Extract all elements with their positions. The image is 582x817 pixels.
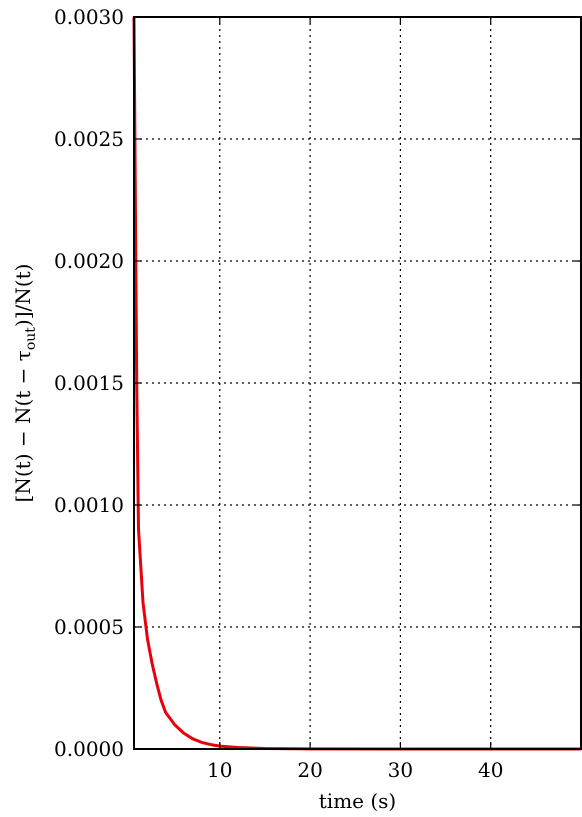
y-tick-label: 0.0020: [54, 249, 124, 273]
x-tick-label: 10: [207, 758, 232, 782]
y-tick-label: 0.0025: [54, 127, 124, 151]
x-axis-label: time (s): [319, 789, 396, 813]
grid: [134, 17, 581, 749]
y-axis-label-subscript: out: [23, 327, 39, 350]
y-tick-label: 0.0030: [54, 5, 124, 29]
tick-labels: 10 20 30 40 0.0000 0.0005 0.0010 0.0015 0.0020 0.…: [54, 5, 503, 782]
ticks: [134, 16, 581, 750]
y-axis-label-main: [N(t) − N(t − τ: [11, 350, 35, 502]
x-tick-label: 20: [297, 758, 322, 782]
y-axis-label-tail: )]/N(t): [11, 264, 35, 328]
x-tick-label: 40: [478, 758, 503, 782]
y-tick-label: 0.0010: [54, 493, 124, 517]
y-tick-label: 0.0000: [54, 737, 124, 761]
x-tick-label: 30: [388, 758, 413, 782]
y-tick-label: 0.0005: [54, 615, 124, 639]
y-axis-label: [N(t) − N(t − τout)]/N(t): [11, 264, 39, 503]
y-tick-label: 0.0015: [54, 371, 124, 395]
